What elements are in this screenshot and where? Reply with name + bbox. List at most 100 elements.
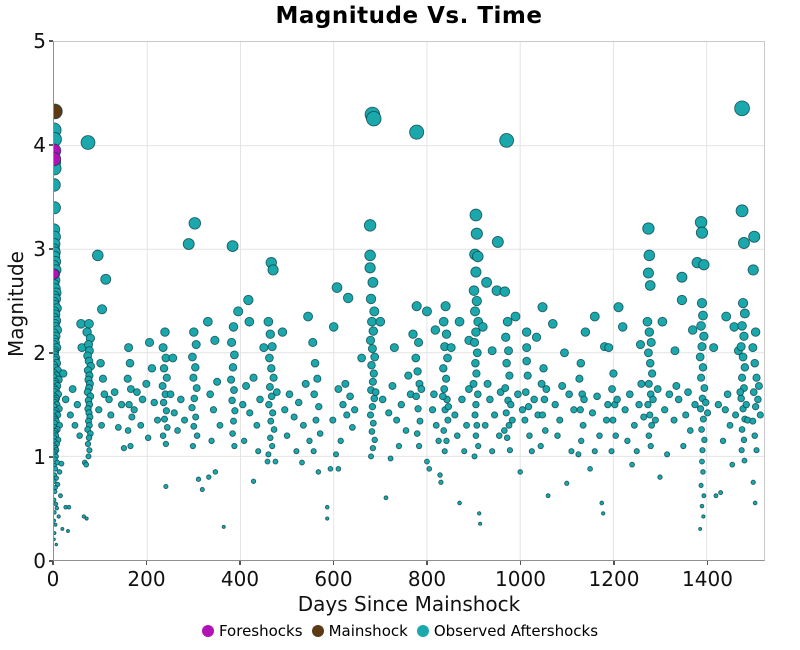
scatter-point <box>588 409 597 417</box>
scatter-point <box>329 416 337 424</box>
scatter-point <box>98 374 108 383</box>
scatter-point <box>443 437 450 445</box>
scatter-point <box>495 432 503 439</box>
scatter-point <box>230 386 238 394</box>
scatter-point <box>676 271 688 283</box>
scatter-point <box>682 411 690 419</box>
scatter-point <box>366 411 375 419</box>
scatter-point <box>154 416 162 424</box>
scatter-point <box>54 268 60 280</box>
scatter-point <box>547 318 558 329</box>
scatter-point <box>96 358 105 368</box>
scatter-point <box>193 432 201 439</box>
scatter-point <box>738 426 746 433</box>
scatter-point <box>472 369 481 378</box>
scatter-point <box>737 237 750 249</box>
scatter-point <box>633 448 640 455</box>
scatter-point <box>174 427 181 434</box>
scatter-point <box>54 510 57 515</box>
scatter-point <box>696 297 708 309</box>
scatter-point <box>221 524 226 529</box>
scatter-point <box>570 406 578 414</box>
x-tick-label: 800 <box>407 567 447 591</box>
scatter-point <box>190 422 198 430</box>
scatter-point <box>740 436 748 444</box>
scatter-point <box>369 369 378 378</box>
scatter-point <box>306 437 313 445</box>
scatter-plot-canvas <box>54 42 764 560</box>
scatter-point <box>664 451 671 458</box>
y-tick-label: 3 <box>33 237 46 261</box>
scatter-point <box>316 430 324 437</box>
scatter-point <box>233 306 244 317</box>
scatter-point <box>635 400 643 409</box>
scatter-point <box>750 327 761 337</box>
scatter-point <box>54 542 59 547</box>
scatter-point <box>331 282 343 293</box>
scatter-point <box>736 388 745 397</box>
scatter-point <box>695 226 709 239</box>
scatter-point <box>259 343 269 353</box>
scatter-point <box>408 329 418 339</box>
scatter-point <box>227 375 236 384</box>
scatter-point <box>363 219 377 232</box>
scatter-point <box>177 395 185 404</box>
scatter-point <box>414 405 422 413</box>
scatter-point <box>700 384 709 393</box>
scatter-point <box>54 201 61 215</box>
scatter-point <box>192 413 200 421</box>
scatter-point <box>181 416 189 424</box>
scatter-point <box>76 432 83 439</box>
scatter-point <box>435 437 442 445</box>
scatter-point <box>749 417 757 425</box>
scatter-point <box>471 453 478 460</box>
scatter-point <box>133 388 141 397</box>
scatter-point <box>560 348 569 358</box>
scatter-point <box>189 442 197 450</box>
scatter-point <box>368 326 379 336</box>
scatter-point <box>438 479 444 485</box>
scatter-point <box>91 249 104 262</box>
scatter-point <box>695 352 705 362</box>
scatter-point <box>328 322 339 332</box>
scatter-point <box>522 356 531 366</box>
scatter-point <box>647 442 654 450</box>
scatter-point <box>270 426 278 433</box>
scatter-point <box>231 407 239 415</box>
scatter-point <box>580 395 588 404</box>
scatter-point <box>752 373 761 382</box>
scatter-point <box>114 424 122 431</box>
scatter-point <box>71 421 79 429</box>
scatter-point <box>608 448 615 455</box>
scatter-point <box>76 318 86 329</box>
scatter-point <box>159 432 167 439</box>
scatter-point <box>188 404 196 412</box>
scatter-point <box>412 392 421 401</box>
scatter-point <box>364 249 376 262</box>
scatter-point <box>665 390 674 399</box>
chart-title: Magnitude Vs. Time <box>275 3 543 29</box>
scatter-point <box>229 430 236 437</box>
scatter-point <box>732 411 740 419</box>
scatter-point <box>537 379 546 388</box>
scatter-point <box>578 437 585 445</box>
scatter-point <box>189 373 198 382</box>
scatter-point <box>575 451 582 458</box>
legend-item-mainshock: Mainshock <box>311 622 408 640</box>
legend-label: Mainshock <box>328 622 408 640</box>
scatter-point <box>738 447 745 454</box>
scatter-point <box>471 295 482 307</box>
scatter-point <box>411 301 422 312</box>
scatter-point <box>437 472 443 478</box>
scatter-point <box>168 353 178 363</box>
scatter-point <box>568 448 575 455</box>
scatter-point <box>698 363 708 372</box>
scatter-point <box>472 348 482 358</box>
scatter-point <box>629 461 635 468</box>
scatter-point <box>310 358 320 368</box>
scatter-point <box>699 458 705 465</box>
scatter-point <box>442 374 451 383</box>
scatter-point <box>444 403 453 411</box>
x-tick-label: 1200 <box>588 567 640 591</box>
scatter-point <box>739 308 750 319</box>
